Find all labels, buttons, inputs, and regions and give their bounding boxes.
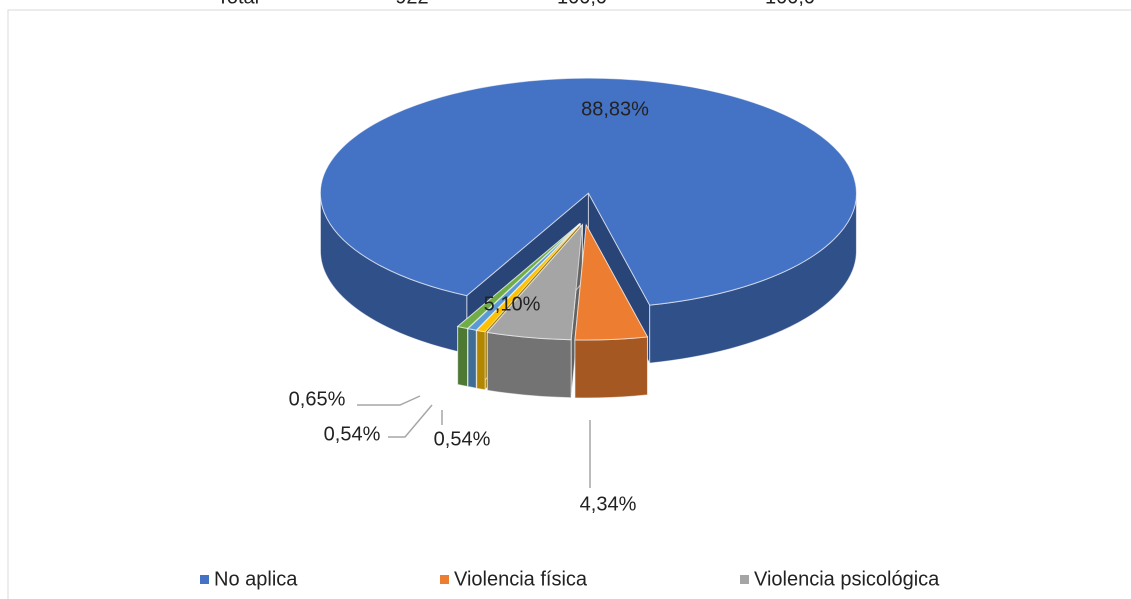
data-label: 0,54% [324,423,381,445]
slice-top [475,223,581,333]
table-cell: 922 [395,0,428,8]
data-label: 88,83% [581,98,649,120]
slice-top [574,223,649,341]
pie-slice [486,223,584,399]
legend-marker [440,575,449,584]
table-cell: Total [217,0,259,8]
leader-line [388,404,433,438]
legend-marker [740,575,749,584]
legend-label: Violencia física [454,568,588,590]
slice-side [574,336,648,399]
slice-side [457,325,469,388]
slice-top [486,223,584,341]
legend-label: No aplica [214,568,298,590]
data-label: 0,54% [434,428,491,450]
legend-label: Violencia psicológica [754,568,940,590]
data-label: 4,34% [580,493,637,515]
slice-side [467,328,477,389]
table-cell: 100,0 [765,0,815,8]
pie-slice [574,223,649,399]
slice-top [319,77,857,306]
slice-side [486,331,572,399]
table-cell: 100,0 [557,0,607,8]
data-label: 0,65% [289,388,346,410]
data-label: 5,10% [484,293,541,315]
legend-marker [200,575,209,584]
slice-side [476,329,486,391]
leader-line [357,395,421,406]
chart-border [7,9,1131,599]
